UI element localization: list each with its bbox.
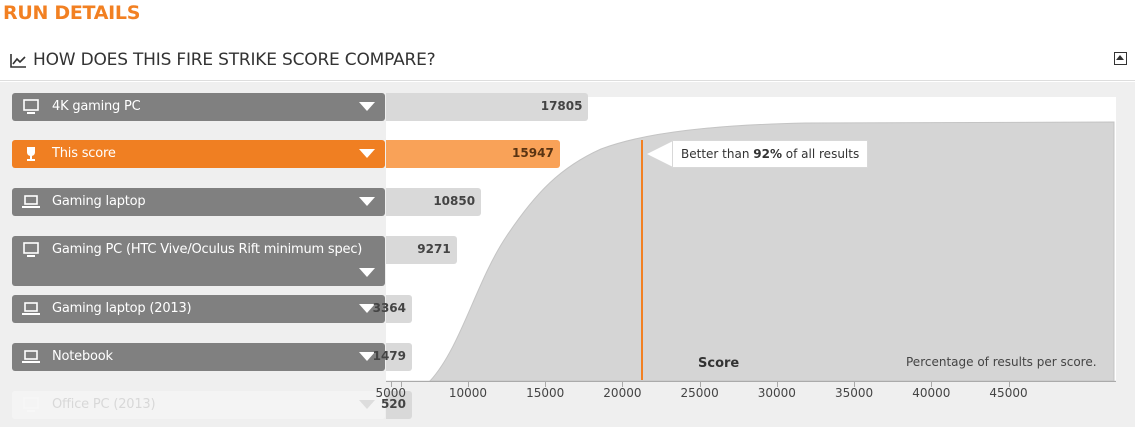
x-axis-tick bbox=[699, 381, 701, 387]
category-label: Gaming PC (HTC Vive/Oculus Rift minimum … bbox=[52, 242, 363, 257]
chevron-down-icon[interactable] bbox=[359, 352, 375, 361]
x-tick-label: 30000 bbox=[757, 386, 796, 400]
score-value: 520 bbox=[380, 397, 406, 411]
run-details-heading: RUN DETAILS bbox=[3, 2, 141, 24]
x-tick-label: 25000 bbox=[680, 386, 719, 400]
chevron-down-icon[interactable] bbox=[359, 197, 375, 206]
y-axis-description: Percentage of results per score. bbox=[906, 355, 1097, 369]
x-axis-tick bbox=[1008, 381, 1010, 387]
section-header: HOW DOES THIS FIRE STRIKE SCORE COMPARE? bbox=[0, 44, 1135, 81]
chevron-down-icon[interactable] bbox=[359, 149, 375, 158]
score-value: 15947 bbox=[512, 146, 554, 160]
this-score-marker-line bbox=[641, 140, 643, 380]
score-value: 10850 bbox=[433, 194, 476, 208]
category-label: Notebook bbox=[52, 349, 113, 364]
x-tick-label: 5000 bbox=[375, 386, 406, 400]
score-value: 17805 bbox=[540, 99, 583, 113]
trophy-icon bbox=[27, 147, 35, 161]
category-dropdown[interactable]: 4K gaming PC bbox=[12, 93, 385, 121]
category-dropdown[interactable]: Gaming PC (HTC Vive/Oculus Rift minimum … bbox=[12, 236, 385, 286]
laptop-icon bbox=[22, 350, 40, 363]
callout-pointer bbox=[647, 141, 673, 167]
x-axis-line bbox=[386, 381, 1116, 382]
x-axis-tick bbox=[776, 381, 778, 387]
category-label: Gaming laptop bbox=[52, 194, 146, 209]
callout-percent: 92% bbox=[753, 147, 782, 161]
x-axis-tick bbox=[854, 381, 856, 387]
score-distribution-curve bbox=[429, 121, 1115, 381]
score-value: 9271 bbox=[417, 242, 451, 256]
category-label: Office PC (2013) bbox=[52, 397, 156, 412]
x-tick-label: 35000 bbox=[834, 386, 874, 400]
category-dropdown[interactable]: Notebook bbox=[12, 343, 385, 371]
collapse-button[interactable] bbox=[1114, 52, 1127, 65]
desktop-icon bbox=[23, 99, 39, 114]
section-title: HOW DOES THIS FIRE STRIKE SCORE COMPARE? bbox=[33, 50, 436, 70]
x-tick-label: 15000 bbox=[526, 386, 565, 400]
category-label: Gaming laptop (2013) bbox=[52, 301, 192, 316]
x-tick-label: 45000 bbox=[989, 386, 1028, 400]
percentile-callout: Better than 92% of all results bbox=[672, 140, 869, 168]
callout-suffix: of all results bbox=[781, 147, 860, 161]
score-bar: 1479 bbox=[373, 343, 412, 371]
callout-prefix: Better than bbox=[681, 147, 754, 161]
desktop-icon bbox=[23, 242, 39, 257]
category-dropdown[interactable]: Gaming laptop bbox=[12, 188, 385, 216]
x-axis-tick bbox=[390, 381, 392, 387]
chevron-down-icon[interactable] bbox=[359, 268, 375, 277]
line-chart-icon bbox=[10, 54, 26, 68]
score-bar: 3364 bbox=[373, 295, 412, 323]
score-value: 3364 bbox=[372, 301, 406, 315]
category-label: This score bbox=[52, 146, 116, 161]
score-bar: 17805 bbox=[386, 93, 589, 121]
category-label: 4K gaming PC bbox=[52, 99, 141, 114]
score-bar: 15947 bbox=[386, 140, 560, 168]
laptop-icon bbox=[22, 195, 40, 208]
chevron-down-icon[interactable] bbox=[359, 102, 375, 111]
x-axis-tick bbox=[401, 381, 402, 387]
x-axis-title: Score bbox=[698, 356, 740, 371]
chevron-down-icon[interactable] bbox=[359, 400, 375, 409]
laptop-icon bbox=[22, 302, 40, 315]
category-dropdown[interactable]: This score bbox=[12, 140, 385, 168]
chevron-down-icon[interactable] bbox=[359, 304, 375, 313]
desktop-icon bbox=[23, 397, 39, 412]
score-bar: 9271 bbox=[386, 236, 457, 264]
x-axis-tick bbox=[931, 381, 933, 387]
x-tick-label: 10000 bbox=[448, 386, 488, 400]
x-axis-tick bbox=[622, 381, 624, 387]
x-axis-tick bbox=[545, 381, 547, 387]
x-tick-label: 20000 bbox=[603, 386, 642, 400]
score-bar: 10850 bbox=[386, 188, 482, 216]
x-tick-label: 40000 bbox=[912, 386, 951, 400]
category-dropdown[interactable]: Office PC (2013) bbox=[12, 391, 385, 419]
score-value: 1479 bbox=[372, 349, 406, 363]
category-dropdown[interactable]: Gaming laptop (2013) bbox=[12, 295, 385, 323]
chevron-up-icon bbox=[1116, 55, 1124, 60]
score-bar: 520 bbox=[381, 391, 412, 419]
x-axis-tick bbox=[467, 381, 469, 387]
